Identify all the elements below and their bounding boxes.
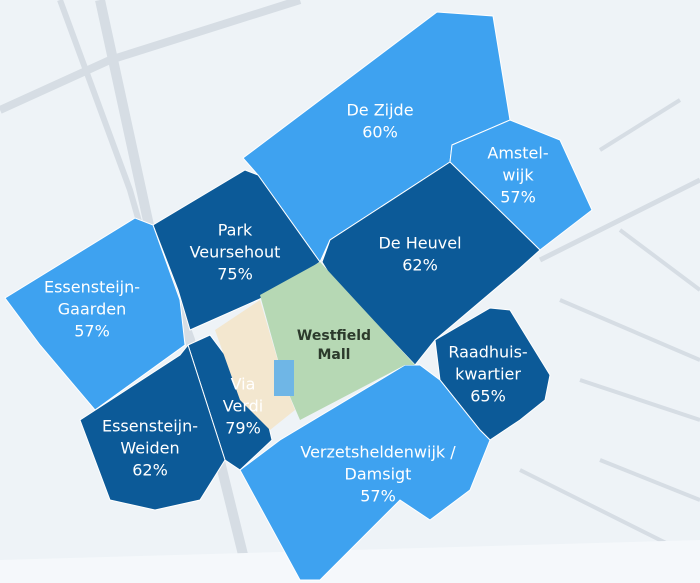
district-name: Essensteijn- [44,278,140,297]
district-name: Amstel- [487,144,548,163]
road [598,98,700,292]
district-name: De Heuvel [378,234,461,253]
district-name: De Zijde [346,101,413,120]
district-name: Damsigt [345,465,412,484]
district-name: Park [218,221,253,240]
district-name: Essensteijn- [102,417,198,436]
district-name: Via [231,375,256,394]
district [4,217,186,411]
labels: De Zijde 60% Amstel-wijk 57% De Heuvel 62% Par… [44,101,549,506]
mall-area [260,262,415,420]
district-share: 79% [225,419,261,438]
road [538,177,700,263]
district-name: wijk [502,166,534,185]
district-share: 65% [470,387,506,406]
district-name: Weiden [120,439,179,458]
district [79,343,226,511]
district-name: Verdi [223,397,263,416]
pond [274,360,294,396]
ground [0,540,700,583]
road [519,298,700,562]
parking [215,300,295,430]
district-share: 57% [74,322,110,341]
district-name: Verzetsheldenwijk / [300,443,456,462]
district-share: 62% [132,461,168,480]
district-name: Veursehout [190,243,281,262]
road [0,0,302,114]
district-name: kwartier [455,365,521,384]
districts [4,11,593,581]
landmark-label: Mall [318,347,351,363]
district-share: 57% [500,188,536,207]
district-name: Gaarden [58,300,126,319]
district-name: Raadhuis- [448,343,527,362]
landmark-label: Westfield [297,328,371,344]
district-share: 75% [217,265,253,284]
district-share: 57% [360,487,396,506]
district-share: 60% [362,123,398,142]
district-share: 62% [402,256,438,275]
